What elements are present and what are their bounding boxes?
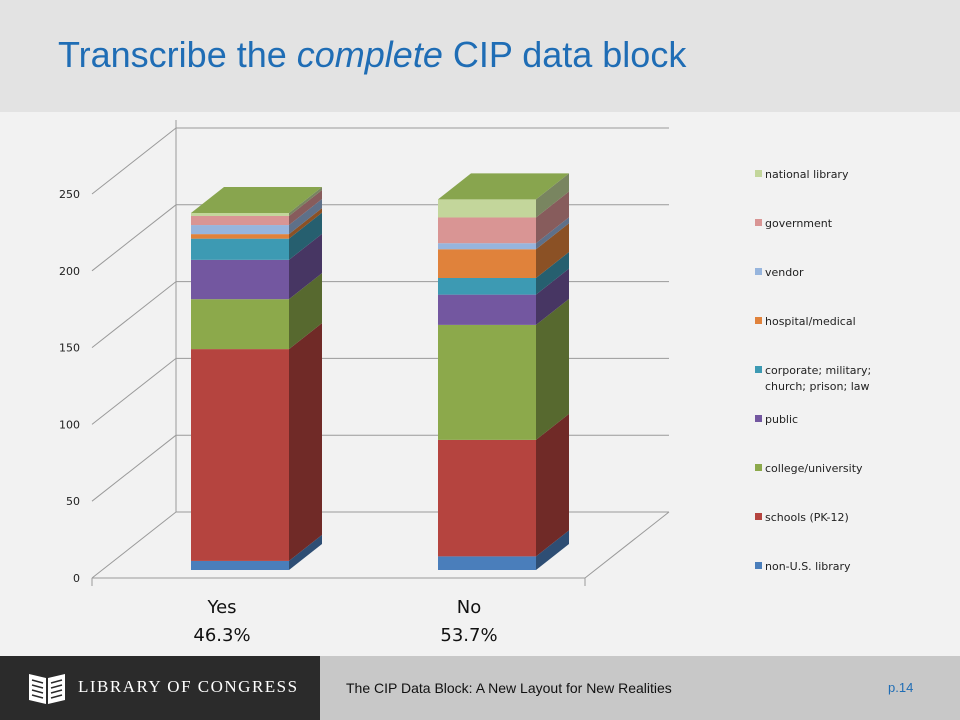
- legend-swatch: [755, 366, 762, 373]
- bar-segment-side: [289, 233, 322, 300]
- bar-segment: [438, 556, 536, 570]
- bar-top: [438, 173, 569, 200]
- title-text-end: CIP data block: [442, 34, 687, 75]
- bar-segment-side: [289, 534, 322, 570]
- legend-label: college/university: [765, 462, 863, 475]
- bar-segment-side: [536, 217, 569, 250]
- legend-swatch: [755, 268, 762, 275]
- y-tick-label: 100: [59, 418, 80, 431]
- bar-segment: [438, 217, 536, 244]
- bar-segment-side: [289, 199, 322, 235]
- legend-label: public: [765, 413, 798, 426]
- legend-label: vendor: [765, 266, 804, 279]
- legend-swatch: [755, 513, 762, 520]
- category-label: Yes: [206, 597, 236, 618]
- bar-segment-side: [289, 208, 322, 239]
- category-percentage: 46.3%: [193, 625, 250, 646]
- category-percentage: 53.7%: [440, 625, 497, 646]
- bar-segment-side: [536, 223, 569, 278]
- title-emphasis: complete: [296, 34, 443, 75]
- title-text-start: Transcribe the: [58, 34, 297, 75]
- bar-segment-side: [289, 323, 322, 561]
- bar-segment: [191, 225, 289, 235]
- legend-swatch: [755, 464, 762, 471]
- gridline-side: [91, 127, 177, 195]
- y-tick-label: 200: [59, 265, 80, 278]
- bar-segment: [191, 349, 289, 561]
- legend-label: church; prison; law: [765, 380, 869, 393]
- slide-title: Transcribe the complete CIP data block: [58, 34, 686, 76]
- bar-segment: [191, 560, 289, 570]
- bar-segment: [438, 277, 536, 295]
- bar-top: [191, 186, 322, 213]
- y-tick-label: 150: [59, 342, 80, 355]
- legend-swatch: [755, 219, 762, 226]
- y-tick-label: 0: [73, 572, 80, 585]
- bar-segment: [191, 259, 289, 300]
- y-tick-label: 250: [59, 188, 80, 201]
- bar-segment-side: [289, 186, 322, 216]
- bar-segment: [438, 324, 536, 440]
- chart-area: 0 50 100 150 200 250 Yes 46.3% No 53.7% national l…: [0, 112, 960, 656]
- bar-segment: [438, 294, 536, 325]
- category-label: No: [457, 597, 481, 618]
- page-number: p.14: [888, 680, 914, 695]
- legend-swatch: [755, 562, 762, 569]
- footer-title: The CIP Data Block: A New Layout for New…: [346, 680, 672, 696]
- bar-segment: [191, 212, 289, 216]
- legend-label: hospital/medical: [765, 315, 856, 328]
- floor-edge: [584, 511, 670, 579]
- bar-segment: [438, 199, 536, 218]
- bar-segment-side: [289, 273, 322, 350]
- legend-label: corporate; military;: [765, 364, 871, 377]
- bar-segment: [191, 215, 289, 226]
- legend-swatch: [755, 317, 762, 324]
- stacked-bar-chart: 0 50 100 150 200 250 Yes 46.3% No 53.7% national l…: [59, 120, 871, 646]
- bar-segment-side: [289, 212, 322, 260]
- bar-segment-side: [289, 189, 322, 226]
- bar-segment-side: [536, 530, 569, 570]
- y-tick-label: 50: [66, 495, 80, 508]
- bar-segment-side: [536, 298, 569, 440]
- gridline-side: [91, 434, 177, 502]
- legend-label: non-U.S. library: [765, 560, 851, 573]
- gridline-side: [91, 358, 177, 425]
- gridline-side: [91, 204, 177, 272]
- bar-segment: [191, 238, 289, 260]
- book-icon: [29, 674, 65, 704]
- legend-swatch: [755, 170, 762, 177]
- slide-footer: LIBRARY OF CONGRESS The CIP Data Block: …: [0, 656, 960, 720]
- slide-header: Transcribe the complete CIP data block: [0, 0, 960, 112]
- logo-text: LIBRARY OF CONGRESS: [78, 677, 299, 696]
- legend-swatch: [755, 415, 762, 422]
- legend-label: national library: [765, 168, 849, 181]
- bar-segment: [438, 243, 536, 250]
- bar-segment-side: [536, 413, 569, 557]
- bar-segment: [438, 249, 536, 278]
- bar-segment: [438, 439, 536, 557]
- bar-segment-side: [536, 251, 569, 295]
- bar-segment: [191, 234, 289, 239]
- gridline-side: [91, 511, 177, 579]
- legend-label: government: [765, 217, 833, 230]
- bar-segment: [191, 299, 289, 350]
- gridline-side: [91, 281, 177, 348]
- bar-segment-side: [536, 268, 569, 325]
- legend-label: schools (PK-12): [765, 511, 849, 524]
- library-logo: LIBRARY OF CONGRESS: [0, 656, 320, 720]
- bar-segment-side: [536, 191, 569, 244]
- bar-segment-side: [536, 173, 569, 218]
